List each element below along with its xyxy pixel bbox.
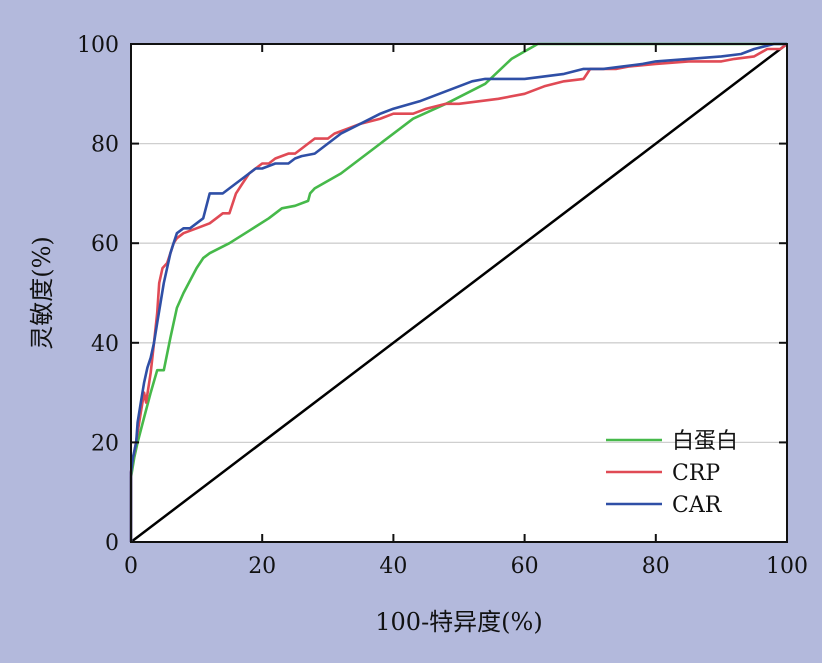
legend: 白蛋白 CRP CAR <box>606 429 738 518</box>
y-tick-label-20: 20 <box>91 431 119 456</box>
y-tick-label-100: 100 <box>77 33 119 58</box>
legend-label-2: CRP <box>672 461 720 486</box>
y-tick-label-60: 60 <box>91 232 119 257</box>
x-axis-title: 100-特异度(%) <box>375 608 542 636</box>
series-layer <box>129 42 788 542</box>
reference-line-layer <box>130 43 788 543</box>
y-axis-title: 灵敏度(%) <box>28 236 56 350</box>
plot-frame <box>130 43 788 543</box>
y-tick-label-0: 0 <box>105 531 119 556</box>
x-tick-label-80: 80 <box>642 554 670 579</box>
x-tick-label-60: 60 <box>511 554 539 579</box>
y-tick-label-40: 40 <box>91 332 119 357</box>
x-tick-label-40: 40 <box>379 554 407 579</box>
series-line-1 <box>129 42 787 542</box>
reference-diagonal-line <box>130 43 788 543</box>
y-tick-label-80: 80 <box>91 133 119 158</box>
x-tick-label-20: 20 <box>248 554 276 579</box>
legend-label-1: 白蛋白 <box>672 429 738 454</box>
grid-lines <box>131 142 787 444</box>
x-tick-label-0: 0 <box>124 554 138 579</box>
legend-label-3: CAR <box>672 493 723 518</box>
series-line-3 <box>129 42 787 542</box>
x-tick-label-100: 100 <box>766 554 808 579</box>
axis-ticks: 0 20 40 60 80 100 0 20 40 60 80 100 <box>77 33 808 579</box>
